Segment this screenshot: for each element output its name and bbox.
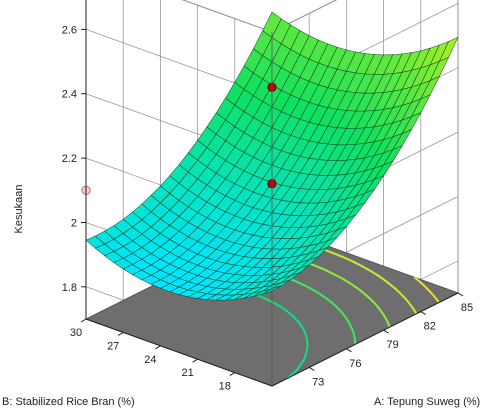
x-axis-title: A: Tepung Suweg (%) [374, 396, 480, 408]
y-tick-mark [117, 331, 124, 336]
x-tick-label: 76 [349, 358, 361, 370]
y-tick-label: 24 [144, 354, 156, 366]
y-axis-title: B: Stabilized Rice Bran (%) [2, 396, 135, 408]
z-tick-label: 1.8 [62, 282, 77, 294]
x-tick-label: 85 [461, 302, 473, 314]
y-tick-label: 30 [70, 327, 82, 339]
x-tick-label: 82 [424, 321, 436, 333]
z-axis-title: Kesukaan [13, 185, 25, 234]
x-tick-label: 73 [312, 376, 324, 388]
y-tick-mark [155, 345, 161, 350]
z-tick-label: 2 [71, 218, 77, 230]
y-tick-mark [80, 318, 87, 323]
z-tick-label: 2.6 [62, 24, 77, 36]
z-tick-label: 2.2 [62, 153, 77, 165]
x-tick-mark [346, 348, 352, 353]
x-tick-mark [383, 329, 389, 334]
x-tick-mark [457, 292, 464, 297]
x-tick-mark [420, 311, 427, 316]
y-tick-label: 18 [219, 381, 231, 393]
x-tick-mark [308, 366, 315, 371]
y-tick-label: 21 [181, 367, 193, 379]
z-tick-label: 2.4 [62, 89, 77, 101]
response-surface [85, 11, 459, 301]
y-tick-label: 27 [107, 340, 119, 352]
axes [85, 0, 459, 387]
y-axis-line [85, 318, 273, 387]
y-tick-mark [229, 372, 236, 377]
x-axis-line [271, 292, 459, 387]
y-tick-mark [192, 358, 198, 363]
x-tick-label: 79 [386, 339, 398, 351]
